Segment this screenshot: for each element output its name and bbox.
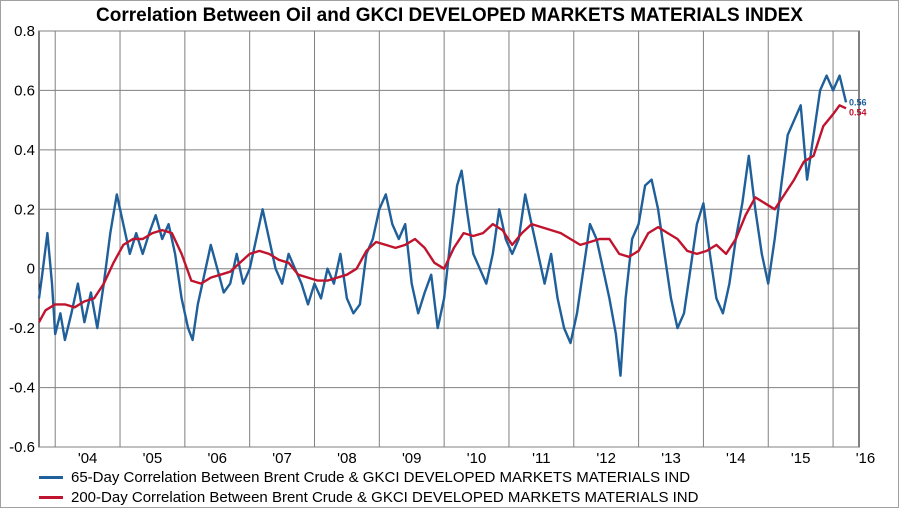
y-tick-label: -0.4 [9, 380, 35, 397]
legend-item-200-day: 200-Day Correlation Between Brent Crude … [39, 487, 698, 507]
x-tick-label: '06 [207, 450, 227, 467]
series-line-65-day [37, 74, 848, 377]
legend-label-65-day: 65-Day Correlation Between Brent Crude &… [71, 468, 691, 486]
chart-title: Correlation Between Oil and GKCI DEVELOP… [96, 5, 803, 26]
y-tick-label: 0.8 [14, 23, 35, 40]
x-tick-label: '09 [402, 450, 422, 467]
x-tick-label: '05 [143, 450, 163, 467]
y-tick-label: -0.6 [9, 439, 35, 456]
legend-label-200-day: 200-Day Correlation Between Brent Crude … [71, 488, 699, 506]
x-tick-label: '07 [272, 450, 292, 467]
x-tick-label: '13 [661, 450, 681, 467]
end-label-65-day: 0.56 [849, 97, 867, 107]
x-axis-tick-labels: '04 '05 '06 '07 '08 '09 '10 '11 '12 '13 '14 '15 '16 [78, 450, 875, 467]
series-line-200-day [37, 104, 847, 323]
legend-item-65-day: 65-Day Correlation Between Brent Crude &… [39, 467, 698, 487]
x-tick-label: '12 [596, 450, 616, 467]
x-tick-label: '14 [726, 450, 746, 467]
y-tick-label: 0.4 [14, 142, 35, 159]
y-axis-tick-labels: 0.8 0.6 0.4 0.2 0 -0.2 -0.4 -0.6 [9, 23, 35, 456]
x-tick-label: '16 [856, 450, 876, 467]
x-tick-label: '11 [532, 450, 550, 467]
y-tick-label: -0.2 [9, 320, 35, 337]
x-tick-label: '04 [78, 450, 98, 467]
x-tick-label: '08 [337, 450, 357, 467]
x-tick-label: '15 [791, 450, 811, 467]
series-lines [37, 74, 848, 377]
end-label-200-day: 0.54 [849, 107, 867, 117]
y-tick-label: 0.6 [14, 82, 35, 99]
x-tick-label: '10 [467, 450, 487, 467]
y-tick-label: 0.2 [14, 201, 35, 218]
legend-swatch-200-day [39, 495, 63, 499]
y-gridlines [39, 30, 859, 448]
legend-swatch-65-day [39, 475, 63, 479]
legend: 65-Day Correlation Between Brent Crude &… [39, 467, 698, 507]
y-tick-label: 0 [27, 261, 35, 278]
series-end-labels: 0.560.54 [849, 97, 867, 117]
